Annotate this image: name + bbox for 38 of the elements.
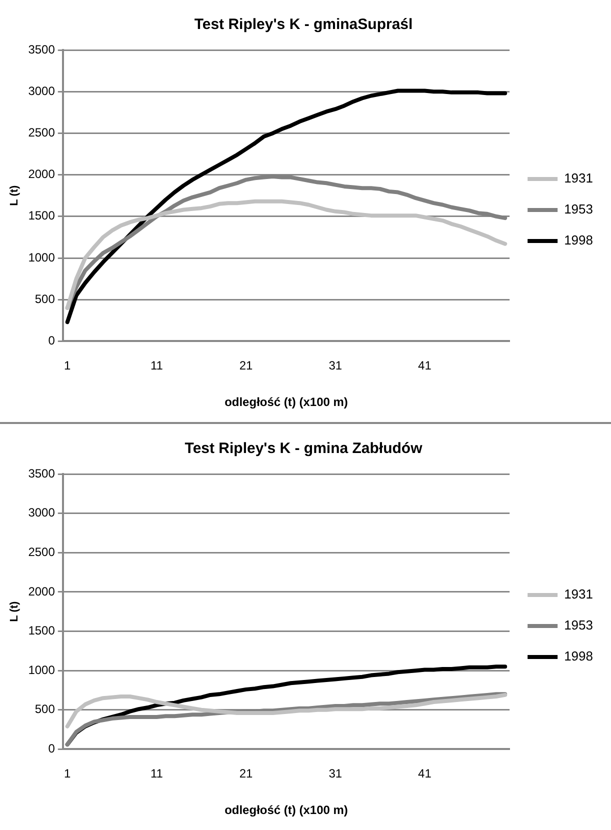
y-tick-label: 2000 (28, 584, 56, 598)
legend-label: 1931 (564, 170, 593, 186)
x-tick-label: 11 (150, 358, 164, 373)
legend-label: 1998 (564, 648, 593, 664)
x-axis-title: odległość (t) (x100 m) (224, 803, 348, 818)
legend-label: 1931 (564, 586, 593, 602)
x-tick-label: 11 (150, 766, 164, 781)
x-axis-title: odległość (t) (x100 m) (224, 395, 348, 410)
y-tick-label: 3000 (28, 84, 56, 98)
y-tick-label: 1500 (28, 208, 56, 223)
y-tick-label: 500 (34, 292, 56, 306)
legend-label: 1953 (564, 618, 593, 633)
legend-label: 1953 (564, 202, 593, 217)
y-tick-label: 0 (48, 742, 56, 756)
chart-title: Test Ripley's K - gmina Zabłudów (184, 440, 423, 458)
x-tick-label: 1 (64, 358, 72, 373)
y-tick-label: 2500 (28, 544, 56, 559)
y-tick-label: 2500 (28, 126, 56, 140)
x-tick-label: 21 (239, 358, 254, 373)
y-axis-title: L (t) (8, 184, 21, 206)
y-tick-label: 2000 (28, 167, 56, 182)
x-tick-label: 21 (239, 766, 254, 781)
y-tick-label: 500 (34, 702, 56, 716)
x-tick-label: 1 (64, 766, 72, 781)
y-tick-label: 1000 (28, 662, 56, 677)
x-tick-label: 41 (418, 766, 432, 781)
y-tick-label: 1500 (28, 624, 56, 638)
y-tick-label: 3000 (28, 506, 56, 520)
y-axis-title: L (t) (8, 600, 21, 622)
x-tick-label: 31 (328, 358, 342, 373)
x-tick-label: 31 (328, 766, 342, 781)
chart-title: Test Ripley's K - gminaSupraśl (194, 16, 413, 34)
y-tick-label: 3500 (28, 42, 56, 56)
y-tick-label: 1000 (28, 250, 56, 264)
y-tick-label: 0 (48, 334, 56, 348)
x-tick-label: 41 (418, 358, 432, 373)
y-tick-label: 3500 (28, 466, 56, 480)
legend-label: 1998 (564, 232, 593, 248)
